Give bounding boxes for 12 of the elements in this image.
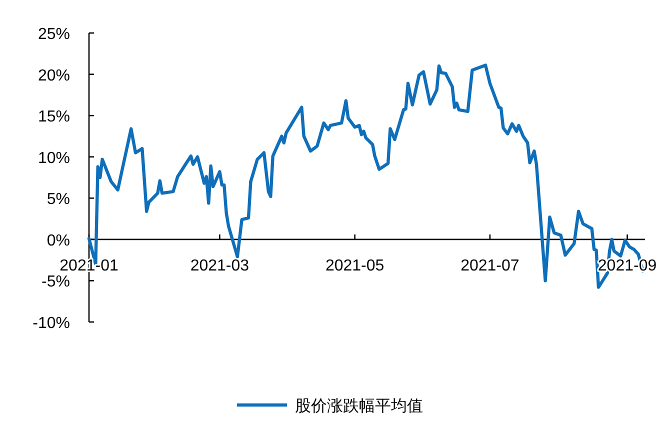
x-tick-label: 2021-03: [190, 257, 250, 274]
y-tick-label: 5%: [46, 191, 70, 208]
y-tick-label: -10%: [32, 315, 70, 332]
y-tick-label: 10%: [38, 150, 70, 167]
y-tick-label: 25%: [38, 26, 70, 43]
y-tick-label: 20%: [38, 67, 70, 84]
x-tick-label: 2021-07: [460, 257, 520, 274]
x-tick-label: 2021-05: [325, 257, 384, 274]
legend-label: 股价涨跌幅平均值: [295, 397, 423, 415]
y-tick-label: 0%: [46, 232, 70, 250]
y-tick-label: 15%: [38, 108, 70, 126]
y-tick-label: -5%: [42, 274, 70, 291]
